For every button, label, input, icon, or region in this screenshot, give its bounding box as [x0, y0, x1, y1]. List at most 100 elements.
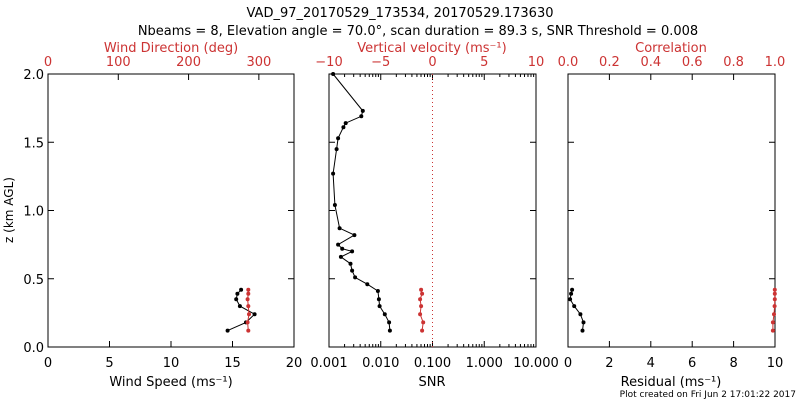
snr-point — [350, 249, 355, 254]
residual-point — [569, 291, 574, 296]
bottom-tick-label: 20 — [286, 356, 303, 371]
residual-point — [570, 287, 575, 292]
residual-point — [572, 304, 577, 309]
vertical-velocity-point — [418, 297, 423, 302]
bottom-tick-label: 0.100 — [414, 356, 451, 371]
bottom-tick-label: 15 — [224, 356, 241, 371]
residual-point — [580, 328, 585, 333]
title-line-1: VAD_97_20170529_173534, 20170529.173630 — [247, 6, 554, 21]
bottom-tick-label: 1.000 — [466, 356, 503, 371]
residual-point — [568, 297, 573, 302]
panel-snr-top-label: Vertical velocity (ms⁻¹) — [357, 41, 506, 56]
vertical-velocity-point — [420, 328, 425, 333]
panel-residual-xlabel: Residual (ms⁻¹) — [621, 375, 722, 390]
panel-snr: Vertical velocity (ms⁻¹) SNR 0.001 0.010 0… — [310, 41, 558, 390]
top-tick-label: 0 — [428, 55, 436, 70]
panel-residual-top-label: Correlation — [635, 41, 707, 56]
y-tick-label: 0.0 — [23, 341, 44, 356]
top-tick-label: 0.8 — [723, 55, 744, 70]
snr-point — [352, 233, 357, 238]
residual-line — [569, 289, 585, 331]
panel-wind-ylabel: z (km AGL) — [2, 177, 16, 243]
footer-note: Plot created on Fri Jun 2 17:01:22 2017 — [620, 390, 796, 400]
snr-point — [331, 171, 336, 176]
vertical-velocity-line — [419, 289, 424, 331]
vertical-velocity-point — [421, 320, 426, 325]
bottom-tick-label: 4 — [647, 356, 655, 371]
bottom-tick-label: 10 — [767, 356, 784, 371]
wind-direction-point — [246, 304, 251, 309]
top-tick-label: 0.2 — [599, 55, 620, 70]
wind-speed-point — [225, 328, 230, 333]
bottom-tick-label: 0.001 — [310, 356, 347, 371]
top-tick-label: 0 — [44, 55, 52, 70]
top-tick-label: −10 — [315, 55, 342, 70]
panel-wind-frame — [47, 73, 295, 348]
top-tick-label: 0.4 — [640, 55, 661, 70]
snr-point — [337, 226, 342, 231]
panel-wind-xlabel: Wind Speed (ms⁻¹) — [109, 375, 232, 390]
title-line-2: Nbeams = 8, Elevation angle = 70.0°, sca… — [138, 24, 698, 39]
bottom-tick-label: 2 — [605, 356, 613, 371]
panel-wind: Wind Direction (deg) Wind Speed (ms⁻¹) z… — [2, 41, 302, 390]
snr-point — [365, 282, 370, 287]
panel-residual: Correlation Residual (ms⁻¹) 0 2 4 6 8 10 0.0 0.… — [558, 41, 786, 390]
snr-point — [334, 147, 339, 152]
wind-speed-line — [227, 289, 256, 332]
snr-point — [336, 136, 341, 141]
panel-snr-xlabel: SNR — [418, 375, 445, 390]
snr-point — [360, 108, 365, 113]
top-tick-label: 5 — [480, 55, 488, 70]
vertical-velocity-point — [420, 291, 425, 296]
snr-point — [376, 297, 381, 302]
snr-point — [350, 268, 355, 273]
panel-wind-top-label: Wind Direction (deg) — [104, 41, 238, 56]
top-tick-label: 200 — [176, 55, 201, 70]
y-tick-label: 0.5 — [23, 273, 44, 288]
panel-residual-frame — [567, 73, 776, 348]
correlation-point — [770, 328, 775, 333]
vertical-velocity-point — [419, 287, 424, 292]
snr-line — [332, 73, 391, 331]
snr-point — [377, 304, 382, 309]
bottom-tick-label: 8 — [729, 356, 737, 371]
correlation-point — [772, 291, 777, 296]
snr-point — [353, 275, 358, 280]
correlation-point — [772, 297, 777, 302]
residual-point — [578, 312, 583, 317]
snr-point — [387, 328, 392, 333]
snr-point — [331, 72, 336, 76]
snr-point — [375, 289, 380, 293]
snr-point — [340, 246, 345, 251]
y-tick-label: 1.5 — [23, 136, 44, 151]
snr-point — [343, 121, 348, 126]
bottom-tick-label: 0.010 — [362, 356, 399, 371]
wind-speed-point — [235, 291, 240, 296]
vertical-velocity-point — [418, 312, 423, 317]
top-tick-label: 10 — [528, 55, 545, 70]
top-tick-label: 100 — [106, 55, 131, 70]
snr-point — [348, 261, 353, 266]
y-tick-label: 2.0 — [23, 68, 44, 83]
snr-point — [387, 320, 392, 325]
snr-point — [332, 203, 337, 207]
wind-speed-point — [234, 297, 239, 302]
vertical-velocity-point — [419, 304, 424, 309]
top-tick-label: 0.6 — [682, 55, 703, 70]
correlation-point — [772, 287, 777, 292]
wind-direction-point — [246, 287, 251, 292]
wind-speed-point — [239, 287, 244, 292]
wind-direction-point — [246, 291, 251, 296]
top-tick-label: 300 — [246, 55, 271, 70]
bottom-tick-label: 6 — [688, 356, 696, 371]
bottom-tick-label: 0 — [44, 356, 52, 371]
wind-speed-point — [252, 312, 257, 317]
bottom-tick-label: 0 — [564, 356, 572, 371]
snr-point — [382, 312, 387, 317]
top-tick-label: 1.0 — [765, 55, 786, 70]
top-tick-label: −5 — [371, 55, 390, 70]
correlation-point — [770, 320, 775, 325]
bottom-tick-label: 10.000 — [513, 356, 559, 371]
wind-direction-point — [245, 320, 250, 325]
